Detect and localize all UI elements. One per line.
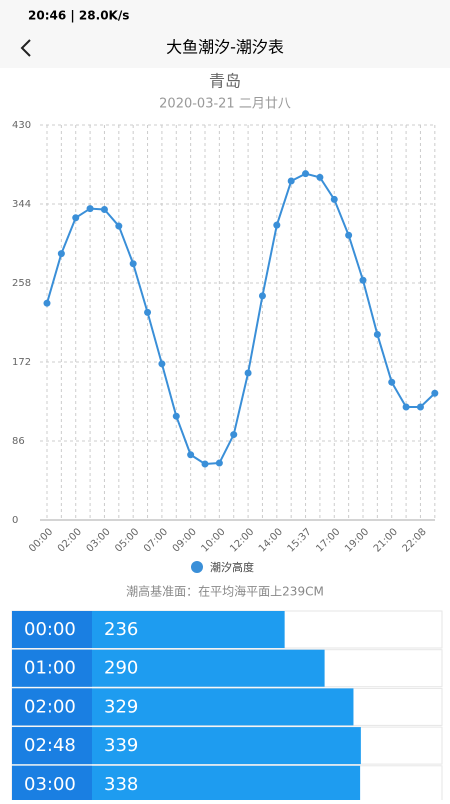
tide-point bbox=[115, 222, 123, 230]
row-value: 290 bbox=[104, 658, 138, 679]
tide-point bbox=[72, 214, 80, 222]
x-tick-label: 19:00 bbox=[343, 526, 371, 554]
y-tick-label: 258 bbox=[12, 278, 31, 289]
tide-point bbox=[57, 250, 65, 258]
tide-point bbox=[330, 195, 338, 203]
legend-swatch bbox=[191, 561, 203, 573]
row-value: 236 bbox=[104, 619, 138, 640]
tide-point bbox=[302, 170, 310, 178]
tide-point bbox=[215, 459, 223, 467]
tide-point bbox=[388, 378, 396, 386]
x-tick-label: 03:00 bbox=[85, 526, 113, 554]
tide-point bbox=[431, 389, 439, 397]
tide-line bbox=[46, 172, 436, 465]
y-tick-label: 172 bbox=[12, 357, 31, 368]
tide-point bbox=[402, 403, 410, 411]
x-tick-label: 05:00 bbox=[113, 526, 141, 554]
x-tick-label: 10:00 bbox=[199, 526, 227, 554]
x-tick-label: 15:37 bbox=[286, 526, 314, 554]
time-cell bbox=[12, 727, 92, 765]
x-tick-label: 22:08 bbox=[401, 526, 429, 554]
tide-point bbox=[244, 369, 252, 377]
tide-point bbox=[187, 451, 195, 459]
row-value: 329 bbox=[104, 696, 138, 717]
tide-point bbox=[201, 460, 209, 468]
tide-point bbox=[230, 431, 238, 439]
row-value: 339 bbox=[104, 735, 138, 756]
x-tick-label: 17:00 bbox=[314, 526, 342, 554]
tide-point bbox=[172, 412, 180, 420]
y-tick-label: 0 bbox=[12, 515, 18, 526]
row-time: 02:48 bbox=[24, 735, 76, 756]
tide-point bbox=[316, 173, 324, 181]
tide-point bbox=[258, 292, 266, 300]
top-bar bbox=[0, 0, 450, 68]
chart-title: 青岛 bbox=[209, 72, 241, 91]
x-tick-label: 02:00 bbox=[56, 526, 84, 554]
x-tick-label: 09:00 bbox=[171, 526, 199, 554]
row-time: 01:00 bbox=[24, 658, 76, 679]
chart-subtitle: 2020-03-21 二月廿八 bbox=[159, 97, 291, 112]
tide-point bbox=[359, 276, 367, 284]
time-cell bbox=[12, 611, 92, 648]
time-cell bbox=[12, 688, 92, 726]
tide-point bbox=[345, 231, 353, 239]
header-title: 大鱼潮汐-潮汐表 bbox=[166, 38, 284, 57]
x-tick-label: 07:00 bbox=[142, 526, 170, 554]
y-tick-label: 344 bbox=[12, 199, 31, 210]
legend-label: 潮汐高度 bbox=[210, 560, 254, 574]
tide-point bbox=[287, 177, 295, 185]
time-cell bbox=[12, 649, 92, 687]
x-tick-label: 00:00 bbox=[27, 526, 55, 554]
tide-point bbox=[86, 205, 94, 213]
row-time: 02:00 bbox=[24, 696, 76, 717]
tide-point bbox=[43, 299, 51, 307]
tide-point bbox=[158, 360, 166, 368]
back-button[interactable] bbox=[20, 39, 31, 57]
x-tick-label: 21:00 bbox=[372, 526, 400, 554]
status-time: 20:46 | 28.0K/s bbox=[28, 9, 129, 23]
row-time: 03:00 bbox=[24, 774, 76, 795]
row-time: 00:00 bbox=[24, 619, 76, 640]
tide-point bbox=[129, 260, 137, 268]
x-tick-label: 14:00 bbox=[257, 526, 285, 554]
note: 潮高基准面：在平均海平面上239CM bbox=[126, 584, 324, 599]
tide-point bbox=[100, 206, 108, 214]
row-value: 338 bbox=[104, 774, 138, 795]
tide-point bbox=[373, 330, 381, 338]
y-tick-label: 430 bbox=[12, 120, 31, 131]
y-tick-label: 86 bbox=[12, 436, 25, 447]
tide-point bbox=[416, 403, 424, 411]
x-tick-label: 12:00 bbox=[228, 526, 256, 554]
time-cell bbox=[12, 765, 92, 803]
tide-point bbox=[273, 221, 281, 229]
tide-point bbox=[144, 308, 152, 316]
